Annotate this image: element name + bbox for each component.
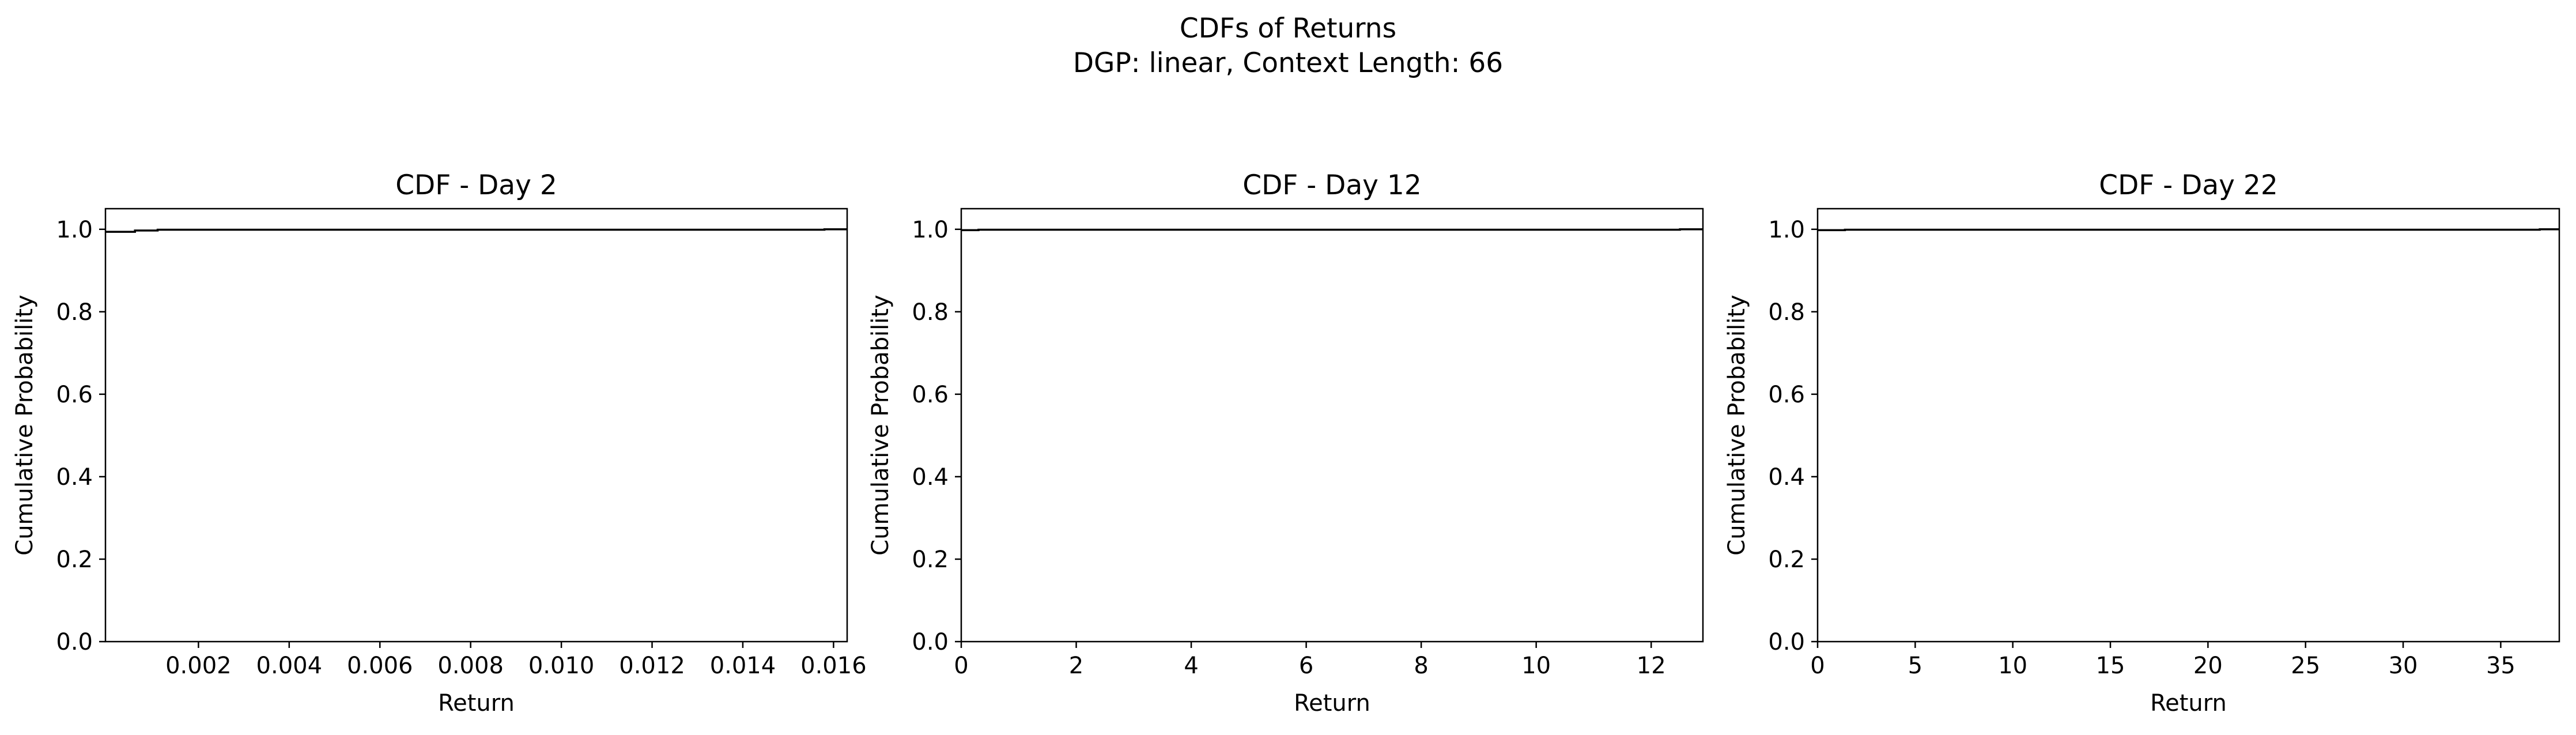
panel-3-xlabel: Return — [2150, 690, 2227, 717]
panel-2-xtick-label: 6 — [1299, 653, 1313, 679]
panel-1-title: CDF - Day 2 — [395, 169, 557, 201]
panel-3-title: CDF - Day 22 — [2099, 169, 2277, 201]
panel-1-xtick-label: 0.006 — [347, 653, 413, 679]
panel-3-cdf-line-1 — [1818, 228, 2559, 231]
panel-2-xtick-label: 2 — [1069, 653, 1083, 679]
panel-3-xtick-label: 15 — [2096, 653, 2125, 679]
panel-2-title: CDF - Day 12 — [1242, 169, 1421, 201]
panel-1-ytick-label: 0.2 — [56, 546, 93, 573]
panel-1-xtick-label: 0.014 — [710, 653, 776, 679]
panel-3-axes-frame — [1816, 208, 2560, 643]
panel-2-ytick-label: 0.6 — [912, 382, 949, 408]
figure-title-line-2: DGP: linear, Context Length: 66 — [1072, 47, 1504, 79]
panel-2-xtick-label: 8 — [1414, 653, 1428, 679]
panel-1-xtick-label: 0.016 — [800, 653, 867, 679]
panel-3-ytick-label: 0.0 — [1768, 629, 1805, 655]
panel-1-xtick-label: 0.004 — [256, 653, 323, 679]
panel-1-ytick-label: 0.8 — [56, 299, 93, 326]
panel-3-ytick-label: 0.8 — [1768, 299, 1805, 326]
panel-3-ytick-label: 0.6 — [1768, 382, 1805, 408]
panel-1-ytick-label: 0.0 — [56, 629, 93, 655]
panel-3-xtick-label: 35 — [2486, 653, 2515, 679]
panel-1-xlabel: Return — [438, 690, 515, 717]
panel-1-axes-frame — [104, 208, 848, 643]
panel-3-xtick-label: 30 — [2389, 653, 2418, 679]
panel-2-xtick-label: 12 — [1637, 653, 1666, 679]
panel-2-xtick-label: 4 — [1184, 653, 1198, 679]
panel-3-ytick-label: 0.2 — [1768, 546, 1805, 573]
panel-3-ylabel: Cumulative Probability — [1724, 295, 1750, 555]
figure-title-line-1: CDFs of Returns — [1179, 13, 1397, 44]
panel-3-ytick-label: 1.0 — [1768, 217, 1805, 243]
panel-1-xtick-label: 0.010 — [528, 653, 595, 679]
panel-3-xtick-label: 10 — [1998, 653, 2027, 679]
panel-2-xtick-label: 0 — [954, 653, 968, 679]
panel-1-ylabel: Cumulative Probability — [12, 295, 38, 555]
panel-1-xtick-label: 0.012 — [619, 653, 685, 679]
panel-3-xtick-label: 20 — [2193, 653, 2223, 679]
panel-1-ytick-label: 0.4 — [56, 464, 93, 491]
panel-1-xtick-label: 0.008 — [437, 653, 504, 679]
panel-2-ytick-label: 1.0 — [912, 217, 949, 243]
panel-1-cdf-line-1 — [105, 228, 847, 233]
panel-2-ylabel: Cumulative Probability — [867, 295, 894, 555]
panel-1-ytick-label: 1.0 — [56, 217, 93, 243]
panel-2-axes-frame — [960, 208, 1704, 643]
panel-3-xtick-label: 25 — [2291, 653, 2320, 679]
panel-2-ytick-label: 0.2 — [912, 546, 949, 573]
panel-1-xtick-label: 0.002 — [165, 653, 232, 679]
figure-title: CDFs of Returns DGP: linear, Context Len… — [0, 12, 2576, 81]
panel-2-ytick-label: 0.0 — [912, 629, 949, 655]
panel-3-ytick-label: 0.4 — [1768, 464, 1805, 491]
panel-2-xtick-label: 10 — [1521, 653, 1551, 679]
panel-2-xlabel: Return — [1294, 690, 1370, 717]
panel-1-ytick-label: 0.6 — [56, 382, 93, 408]
panel-2-cdf-line-1 — [961, 228, 1703, 231]
panel-2-ytick-label: 0.8 — [912, 299, 949, 326]
panel-3-xtick-label: 5 — [1908, 653, 1922, 679]
panel-3-xtick-label: 0 — [1810, 653, 1825, 679]
panel-2-ytick-label: 0.4 — [912, 464, 949, 491]
